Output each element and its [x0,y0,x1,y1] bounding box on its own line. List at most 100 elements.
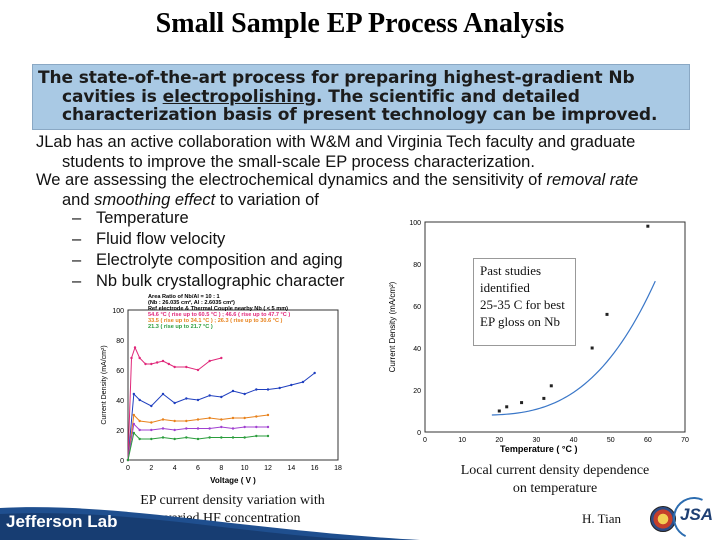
left-series-point [132,392,136,396]
left-series-point [196,418,200,421]
left-x-tick-label: 10 [241,465,249,472]
left-series-point [255,388,258,391]
left-x-tick-label: 16 [311,465,319,472]
left-series-point [220,436,223,439]
smoothing-effect-term: smoothing effect [94,191,216,209]
left-series-point [196,368,200,372]
author-name: H. Tian [582,511,622,526]
right-x-tick-label: 10 [458,437,466,444]
bullet-dash: – [72,209,82,227]
paragraph-2-line-1: We are assessing the electrochemical dyn… [36,171,638,189]
bullet-dash: – [72,230,82,248]
right-data-point [542,396,546,400]
left-y-ticks: 100 80 60 40 20 0 [112,308,124,465]
left-series-point [133,346,137,349]
right-data-point [505,405,509,409]
left-x-tick-label: 12 [264,465,272,472]
left-series-point [185,365,188,369]
left-series-point [231,416,235,420]
left-series-point [266,434,270,438]
left-series-point [243,425,246,429]
bullet-text: Electrolyte composition and aging [96,251,343,269]
removal-rate-term: removal rate [546,171,639,189]
left-series-point [243,416,246,420]
left-series-point [278,386,281,390]
left-y-tick-label: 100 [112,308,124,315]
left-y-axis-label: Current Density (mA/cm²) [101,345,108,424]
left-series-point [161,427,165,430]
bullet-temperature: – Temperature [72,208,189,228]
left-series-point [208,394,211,397]
left-series-line [127,422,268,461]
left-series-point [150,362,153,366]
right-y-tick-label: 60 [413,304,421,311]
paragraph-collaboration: JLab has an active collaboration with W&… [36,132,635,172]
left-series-point [173,401,176,405]
paragraph-1-line-2: students to improve the small-scale EP p… [62,153,535,171]
paragraph-2-line-2-suffix: to variation of [215,191,319,209]
bullet-electrolyte: – Electrolyte composition and aging [72,250,343,270]
right-chart-caption: Local current density dependence on temp… [440,462,670,498]
left-series-point [231,389,235,393]
left-series-line [127,413,269,461]
note-line-2: identified [480,280,530,295]
right-data-point [497,409,501,413]
right-y-tick-label: 100 [409,220,421,227]
legend-title: Area Ratio of Nb/Al = 10 : 1 [148,294,220,300]
left-series-point [208,416,211,420]
bullet-dash: – [72,272,82,290]
electropolishing-term: electropolishing [162,86,317,107]
left-series-point [208,359,211,363]
left-series-point [185,419,188,423]
left-series-point [255,434,258,438]
left-x-tick-label: 6 [196,465,200,472]
left-x-axis-label: Voltage ( V ) [210,476,256,485]
left-series-point [313,371,316,375]
left-series-point [138,419,141,423]
left-series-point [185,397,188,400]
left-series-point [138,428,141,432]
left-series-point [132,413,136,417]
left-series-point [196,398,200,402]
paragraph-2-line-2: and smoothing effect to variation of [36,190,638,210]
left-series-point [161,418,165,421]
left-caption-line-1: EP current density variation with [140,493,325,508]
right-caption-line-1: Local current density dependence [460,463,650,478]
note-line-4: EP gloss on Nb [480,314,561,329]
left-series-point [138,398,141,402]
left-series-point [220,425,223,429]
right-x-tick-label: 30 [533,437,541,444]
left-x-tick-label: 14 [287,465,295,472]
right-data-point [549,384,553,388]
right-caption-line-2: on temperature [512,481,598,496]
left-x-tick-label: 4 [173,465,177,472]
right-x-tick-label: 40 [570,437,578,444]
bullet-text: Fluid flow velocity [96,230,226,248]
left-series-point [161,436,165,439]
left-series-point [173,419,176,423]
left-series-point [220,356,223,360]
paragraph-assessment: We are assessing the electrochemical dyn… [36,170,638,210]
left-series-line [127,372,315,461]
left-series-point [130,356,133,360]
left-series-point [150,421,153,424]
right-data-point [520,401,524,405]
right-x-tick-label: 20 [495,437,503,444]
left-legend: Area Ratio of Nb/Al = 10 : 1 (Nb : 26.03… [148,294,290,330]
left-series-line [127,431,268,461]
highlight-line-1: The state-of-the-art process for prepari… [38,68,635,88]
left-series-point [161,392,165,396]
bullet-crystallographic: – Nb bulk crystallographic character [72,271,345,291]
left-y-tick-label: 60 [116,368,124,375]
left-series-point [150,404,153,408]
left-series-point [243,436,246,439]
past-studies-note: Past studies identified 25-35 C for best… [473,258,576,346]
left-series-point [301,380,305,384]
right-x-tick-label: 70 [681,437,689,444]
legend-probe: Ref electrode & Thermal Couple nearby Nb… [148,306,288,312]
right-y-axis-label: Current Density (mA/cm²) [388,281,397,372]
legend-entry-1: 54.6 °C ( rise up to 60.5 °C ) ; 46.6 ( … [148,312,290,318]
legend-entry-3: 21.3 ( rise up to 21.7 °C ) [148,324,213,330]
footer-swoosh [0,507,420,540]
right-data-point [590,346,594,350]
